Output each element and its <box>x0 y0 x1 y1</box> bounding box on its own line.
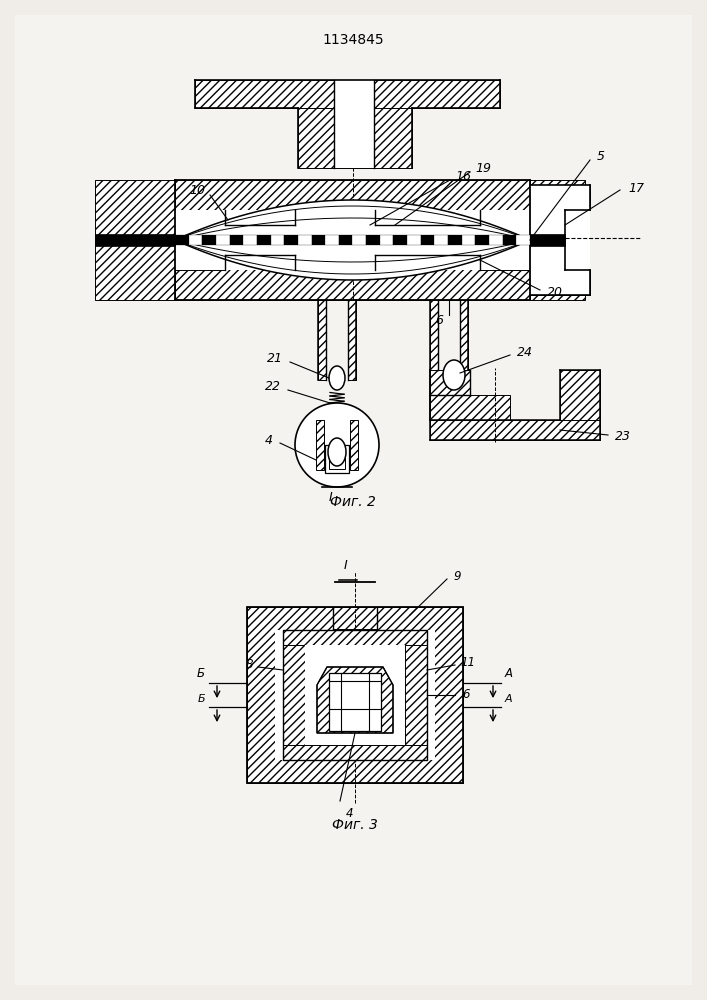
Polygon shape <box>95 180 175 300</box>
Bar <box>257 235 271 245</box>
Polygon shape <box>430 300 438 370</box>
Bar <box>329 673 381 731</box>
Bar <box>216 235 230 245</box>
Polygon shape <box>175 200 530 280</box>
Bar <box>421 235 434 245</box>
Ellipse shape <box>443 360 465 390</box>
Polygon shape <box>298 108 412 168</box>
Polygon shape <box>283 745 427 760</box>
Text: 16: 16 <box>455 170 471 184</box>
Text: 20: 20 <box>547 286 563 298</box>
Text: 11: 11 <box>460 656 475 670</box>
Text: 10: 10 <box>189 184 205 196</box>
Bar <box>271 235 284 245</box>
Bar <box>503 235 516 245</box>
Bar <box>448 235 462 245</box>
Bar <box>284 235 298 245</box>
Polygon shape <box>348 300 356 380</box>
Bar <box>175 210 530 270</box>
Bar <box>407 235 421 245</box>
Polygon shape <box>460 300 468 370</box>
Bar <box>305 645 405 745</box>
Ellipse shape <box>328 438 346 466</box>
Text: 4: 4 <box>265 434 273 446</box>
Bar <box>530 234 565 246</box>
Text: Б: Б <box>197 667 205 680</box>
Polygon shape <box>283 630 427 645</box>
Bar <box>230 235 243 245</box>
Text: 4: 4 <box>346 807 354 820</box>
Bar <box>243 235 257 245</box>
Polygon shape <box>175 255 530 300</box>
Bar <box>530 185 590 295</box>
Bar <box>434 235 448 245</box>
Text: А: А <box>505 694 513 704</box>
Bar <box>283 630 427 760</box>
Bar <box>353 235 366 245</box>
Bar <box>95 234 175 246</box>
Polygon shape <box>530 185 590 295</box>
Text: 22: 22 <box>265 380 281 393</box>
Text: 24: 24 <box>517 347 533 360</box>
Polygon shape <box>247 607 463 783</box>
Text: 9: 9 <box>453 570 460 584</box>
Bar <box>202 235 216 245</box>
Bar <box>366 235 380 245</box>
Text: Б: Б <box>197 694 205 704</box>
Bar <box>475 235 489 245</box>
Text: Фиг. 2: Фиг. 2 <box>330 495 376 509</box>
Text: 5: 5 <box>597 150 605 163</box>
Bar <box>329 449 345 469</box>
Text: I: I <box>328 491 332 504</box>
Bar <box>312 235 325 245</box>
Polygon shape <box>405 645 427 745</box>
Bar <box>333 607 377 629</box>
Polygon shape <box>430 370 510 420</box>
Polygon shape <box>333 607 377 629</box>
Polygon shape <box>350 420 358 470</box>
Circle shape <box>295 403 379 487</box>
Text: 8: 8 <box>245 658 253 672</box>
Bar <box>247 607 463 783</box>
Bar <box>394 235 407 245</box>
Text: 17: 17 <box>628 182 644 194</box>
Bar <box>175 235 189 245</box>
Text: 21: 21 <box>267 353 283 365</box>
Polygon shape <box>316 420 324 470</box>
Polygon shape <box>430 420 600 440</box>
Bar <box>275 630 435 760</box>
Text: 19: 19 <box>475 162 491 176</box>
Polygon shape <box>318 300 326 380</box>
Polygon shape <box>195 80 500 108</box>
Polygon shape <box>175 180 530 225</box>
Bar <box>189 235 202 245</box>
Text: 6: 6 <box>462 688 469 702</box>
Bar <box>298 235 312 245</box>
Bar <box>325 235 339 245</box>
Bar <box>334 80 374 168</box>
Text: Фиг. 3: Фиг. 3 <box>332 818 378 832</box>
Bar <box>380 235 394 245</box>
Bar <box>489 235 503 245</box>
Polygon shape <box>317 667 393 733</box>
Bar <box>325 445 349 473</box>
Bar <box>339 235 353 245</box>
Polygon shape <box>560 370 600 420</box>
Bar <box>516 235 530 245</box>
Text: 23: 23 <box>615 430 631 444</box>
Ellipse shape <box>329 366 345 390</box>
Text: 6: 6 <box>435 314 443 326</box>
Text: А: А <box>505 667 513 680</box>
Bar <box>195 80 500 108</box>
Text: 1134845: 1134845 <box>322 33 384 47</box>
Bar <box>462 235 475 245</box>
Text: I: I <box>344 559 347 572</box>
Polygon shape <box>530 180 585 300</box>
Polygon shape <box>283 645 305 745</box>
